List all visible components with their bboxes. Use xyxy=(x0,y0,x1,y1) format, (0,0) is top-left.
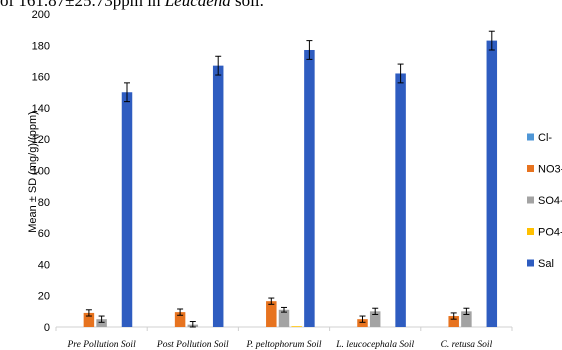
y-tick-label: 160 xyxy=(32,72,50,84)
caption-italic: Leucaena xyxy=(164,0,231,10)
bar-sal xyxy=(486,40,498,327)
x-tick-label: C. retusa Soil xyxy=(441,340,493,350)
x-tick-label: L. leucocephala Soil xyxy=(335,340,414,350)
caption-fragment: of 161.87±25.73ppm in Leucaena soil. xyxy=(0,0,562,13)
y-tick-label: 180 xyxy=(32,40,50,52)
bar-sal xyxy=(395,73,406,327)
legend-label: Sal xyxy=(538,258,554,270)
bar-so4 xyxy=(461,311,472,327)
y-tick-label: 40 xyxy=(38,259,50,271)
bar-sal xyxy=(212,65,224,328)
bar-po4 xyxy=(291,326,302,327)
y-tick-label: 140 xyxy=(32,103,50,115)
legend-label: SO4- xyxy=(538,195,562,207)
bar-so4 xyxy=(96,319,107,327)
y-tick-label: 60 xyxy=(38,228,50,240)
y-tick-label: 0 xyxy=(44,322,50,334)
legend-swatch xyxy=(527,165,534,172)
bar-no3 xyxy=(174,312,186,327)
legend-swatch xyxy=(527,196,534,204)
legend-label: PO4- xyxy=(538,227,562,239)
y-tick-label: 120 xyxy=(32,134,50,146)
bar-no3 xyxy=(448,316,459,327)
bar-sal xyxy=(304,49,315,328)
legend-swatch xyxy=(527,228,534,235)
x-tick-label: Post Pollution Soil xyxy=(156,340,229,350)
legend-label: Cl- xyxy=(538,132,552,144)
caption-suffix: soil. xyxy=(230,0,264,10)
y-tick-label: 200 xyxy=(32,9,50,21)
bar-no3 xyxy=(266,301,277,327)
y-tick-label: 20 xyxy=(38,291,50,303)
bar-no3 xyxy=(357,319,368,327)
x-tick-label: Pre Pollution Soil xyxy=(66,340,136,350)
y-tick-label: 100 xyxy=(32,166,50,178)
bar-so4 xyxy=(369,311,381,327)
legend-swatch xyxy=(527,259,534,267)
legend-label: NO3- xyxy=(538,164,562,176)
y-tick-label: 80 xyxy=(38,197,50,209)
legend-swatch xyxy=(527,133,534,141)
bar-no3 xyxy=(83,312,95,327)
bar-sal xyxy=(121,92,133,327)
bar-so4 xyxy=(278,309,290,327)
caption-prefix: of 161.87±25.73ppm in xyxy=(0,0,165,10)
y-axis-label: Mean ± SD (mg/g)/(ppm) xyxy=(27,111,39,233)
x-tick-label: P. peltophorum Soil xyxy=(245,340,321,350)
